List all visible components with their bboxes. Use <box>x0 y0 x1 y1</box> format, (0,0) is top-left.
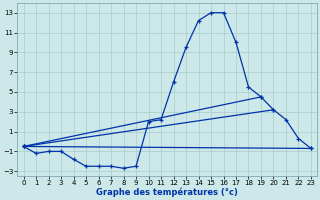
X-axis label: Graphe des températures (°c): Graphe des températures (°c) <box>96 188 238 197</box>
